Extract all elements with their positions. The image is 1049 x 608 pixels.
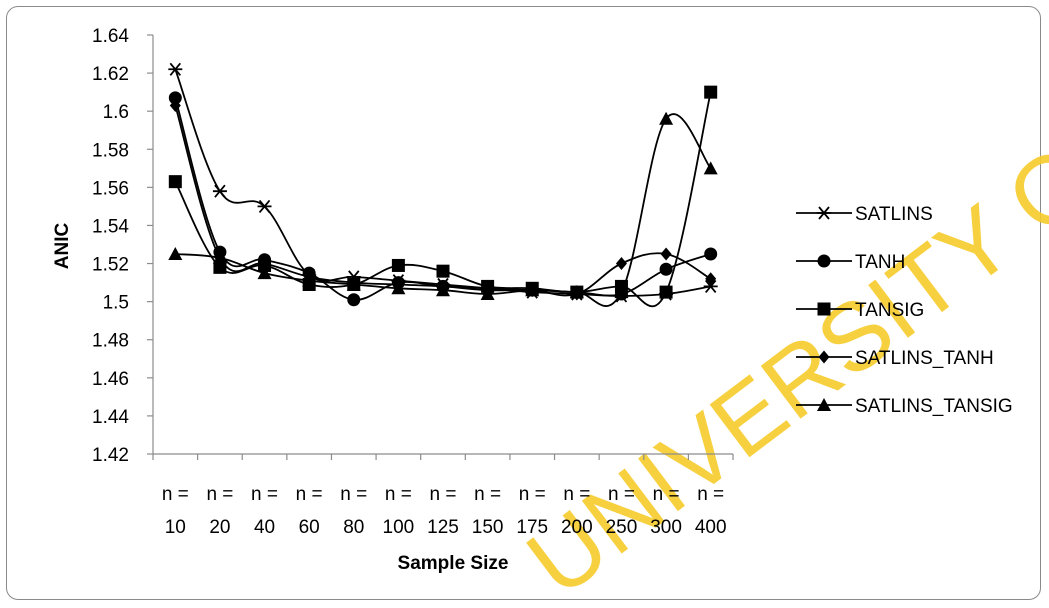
x-tick-label-prefix: n = <box>251 484 278 505</box>
series-satlins-tansig <box>168 111 718 307</box>
data-point-tanh <box>347 293 361 307</box>
data-point-satlins-tansig <box>168 247 183 261</box>
y-tick-label: 1.44 <box>92 407 129 428</box>
x-tick-label-value: 400 <box>695 517 727 538</box>
x-tick-label-value: 10 <box>165 517 186 538</box>
data-point-satlins <box>703 279 718 293</box>
x-tick-labels: n = 10 n = 20 n = 40 n = 60 n = 80 n = 100 n = 125 n =… <box>162 484 727 538</box>
legend-marker-satlins-tanh <box>818 350 830 364</box>
legend-marker-tansig <box>817 302 831 316</box>
legend-item-satlins-tanh: SATLINS_TANH <box>796 348 994 369</box>
legend-item-tansig: TANSIG <box>796 300 924 321</box>
x-tick-label-value: 125 <box>427 517 459 538</box>
data-point-satlins-tanh <box>169 98 181 112</box>
x-tick-label-value: 20 <box>209 517 230 538</box>
y-tick-label: 1.58 <box>92 140 129 161</box>
chart-frame <box>6 6 1041 600</box>
data-point-satlins <box>257 199 272 213</box>
data-point-satlins-tansig <box>346 277 361 291</box>
data-point-tanh <box>659 262 673 276</box>
legend-item-tanh: TANH <box>796 252 905 273</box>
data-point-satlins <box>212 184 227 198</box>
data-point-satlins-tansig <box>659 111 674 125</box>
data-point-tanh <box>168 91 182 105</box>
x-tick-label-value: 300 <box>650 517 682 538</box>
x-tick-label-prefix: n = <box>206 484 233 505</box>
data-point-satlins-tanh <box>615 257 627 271</box>
data-point-tanh <box>704 247 718 261</box>
x-tick-label-value: 60 <box>299 517 320 538</box>
data-point-satlins-tansig <box>525 283 540 297</box>
data-point-satlins-tansig <box>480 287 495 301</box>
x-tick-label-value: 80 <box>343 517 364 538</box>
legend: SATLINS TANH TANSIG SATLINS_TANH SATLINS_TAN… <box>796 204 1013 417</box>
y-tick-labels: 1.42 1.44 1.46 1.48 1.5 1.52 1.54 1.56 1.58 1.6 1.… <box>92 26 129 466</box>
x-tick-label-value: 175 <box>516 517 548 538</box>
data-point-satlins-tansig <box>257 266 272 280</box>
data-point-satlins-tanh <box>705 272 717 286</box>
axes <box>147 34 734 460</box>
series-line-satlins-tansig <box>175 113 712 307</box>
legend-marker-tanh <box>817 254 831 268</box>
x-tick-label-prefix: n = <box>162 484 189 505</box>
data-point-satlins-tanh <box>259 257 271 271</box>
legend-label-satlins-tanh: SATLINS_TANH <box>855 348 994 369</box>
legend-label-satlins-tansig: SATLINS_TANSIG <box>855 396 1013 417</box>
x-tick-label-prefix: n = <box>653 484 680 505</box>
x-tick-label-prefix: n = <box>697 484 724 505</box>
data-point-satlins-tansig <box>703 161 718 175</box>
data-point-tansig <box>659 285 673 299</box>
data-point-satlins-tanh <box>660 247 672 261</box>
y-tick-label: 1.46 <box>92 369 129 390</box>
x-tick-label-prefix: n = <box>296 484 323 505</box>
data-point-tansig <box>704 85 718 99</box>
data-point-satlins <box>168 62 183 76</box>
x-tick-label-prefix: n = <box>563 484 590 505</box>
data-point-satlins-tansig <box>436 283 450 297</box>
y-tick-label: 1.5 <box>103 293 129 314</box>
legend-item-satlins-tansig: SATLINS_TANSIG <box>796 396 1013 417</box>
x-tick-label-prefix: n = <box>340 484 367 505</box>
x-tick-label-prefix: n = <box>608 484 635 505</box>
data-point-tansig <box>391 258 405 272</box>
legend-label-tanh: TANH <box>855 252 905 273</box>
x-tick-label-value: 150 <box>472 517 504 538</box>
y-tick-label: 1.42 <box>92 445 129 466</box>
data-point-tansig <box>436 264 450 278</box>
y-tick-label: 1.64 <box>92 26 129 47</box>
x-tick-label-prefix: n = <box>430 484 457 505</box>
data-point-satlins-tansig <box>391 281 406 295</box>
data-point-satlins-tansig <box>212 250 227 264</box>
data-point-tansig <box>168 175 182 189</box>
y-tick-label: 1.52 <box>92 255 129 276</box>
x-tick-label-value: 40 <box>254 517 275 538</box>
series-group <box>168 62 718 308</box>
x-axis-title: Sample Size <box>398 553 509 574</box>
x-tick-label-prefix: n = <box>385 484 412 505</box>
y-tick-label: 1.48 <box>92 331 129 352</box>
y-tick-label: 1.6 <box>103 102 129 123</box>
series-tansig <box>168 85 718 308</box>
legend-item-satlins: SATLINS <box>796 204 933 225</box>
legend-label-tansig: TANSIG <box>855 300 924 321</box>
x-tick-label-prefix: n = <box>474 484 501 505</box>
x-tick-label-value: 200 <box>561 517 593 538</box>
y-axis-title: ANIC <box>52 223 73 270</box>
x-tick-label-value: 250 <box>606 517 638 538</box>
y-tick-label: 1.54 <box>92 216 129 237</box>
data-point-satlins-tansig <box>302 273 317 287</box>
x-tick-label-value: 100 <box>383 517 415 538</box>
data-point-satlins-tansig <box>569 285 584 299</box>
y-tick-label: 1.56 <box>92 178 129 199</box>
legend-label-satlins: SATLINS <box>855 204 933 225</box>
x-tick-label-prefix: n = <box>519 484 546 505</box>
legend-marker-satlins-tansig <box>817 398 831 411</box>
y-tick-label: 1.62 <box>92 64 129 85</box>
data-point-satlins-tansig <box>614 285 629 299</box>
legend-marker-satlins <box>817 206 831 220</box>
